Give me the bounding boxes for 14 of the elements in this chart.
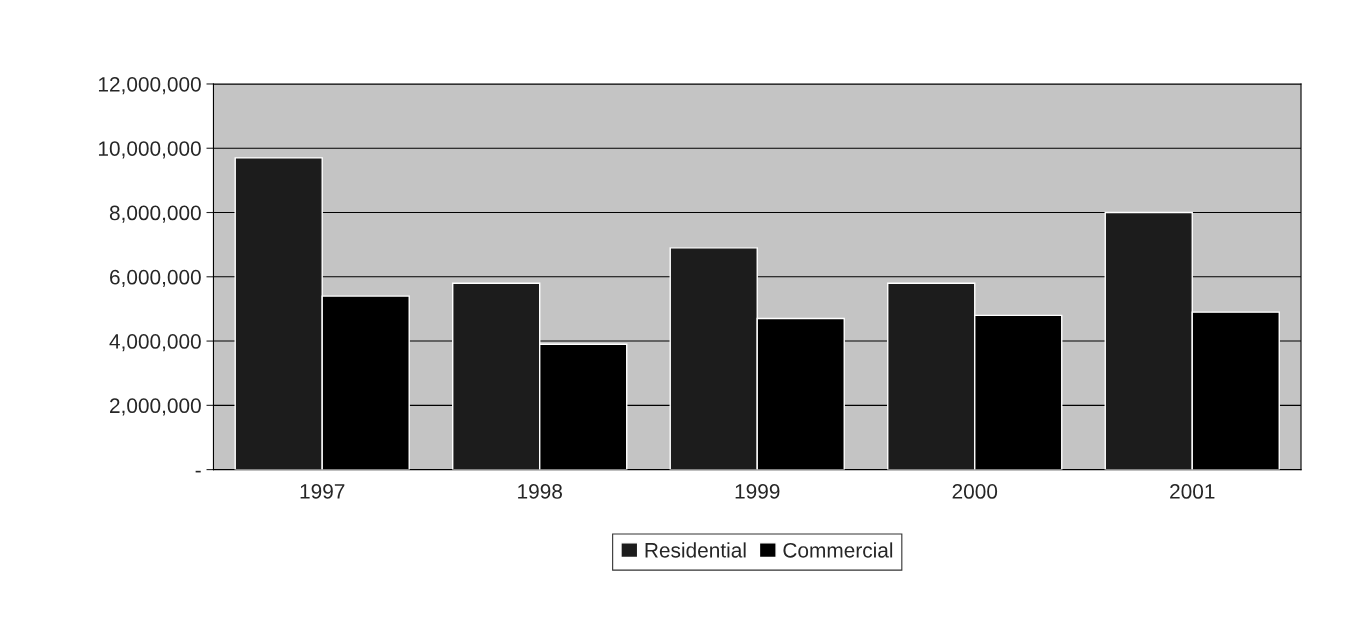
legend-label: Residential bbox=[645, 542, 746, 558]
y-tick-label: 4,000,000 bbox=[109, 334, 201, 352]
x-tick-label: 2000 bbox=[952, 484, 998, 499]
x-tick-label: 2001 bbox=[1170, 484, 1215, 499]
legend-label: Commercial bbox=[783, 542, 893, 558]
x-tick-label: 1998 bbox=[518, 484, 562, 499]
y-tick-label: 2,000,000 bbox=[110, 398, 201, 416]
y-tick-label: 10,000,000 bbox=[98, 141, 201, 159]
y-tick-label: 8,000,000 bbox=[109, 205, 201, 223]
x-tick-label: 1997 bbox=[300, 484, 345, 499]
y-tick-label: 12,000,000 bbox=[98, 76, 201, 95]
x-tick-label: 1999 bbox=[735, 484, 780, 499]
y-tick-label: - bbox=[195, 470, 201, 473]
y-tick-label: 6,000,000 bbox=[110, 269, 201, 287]
